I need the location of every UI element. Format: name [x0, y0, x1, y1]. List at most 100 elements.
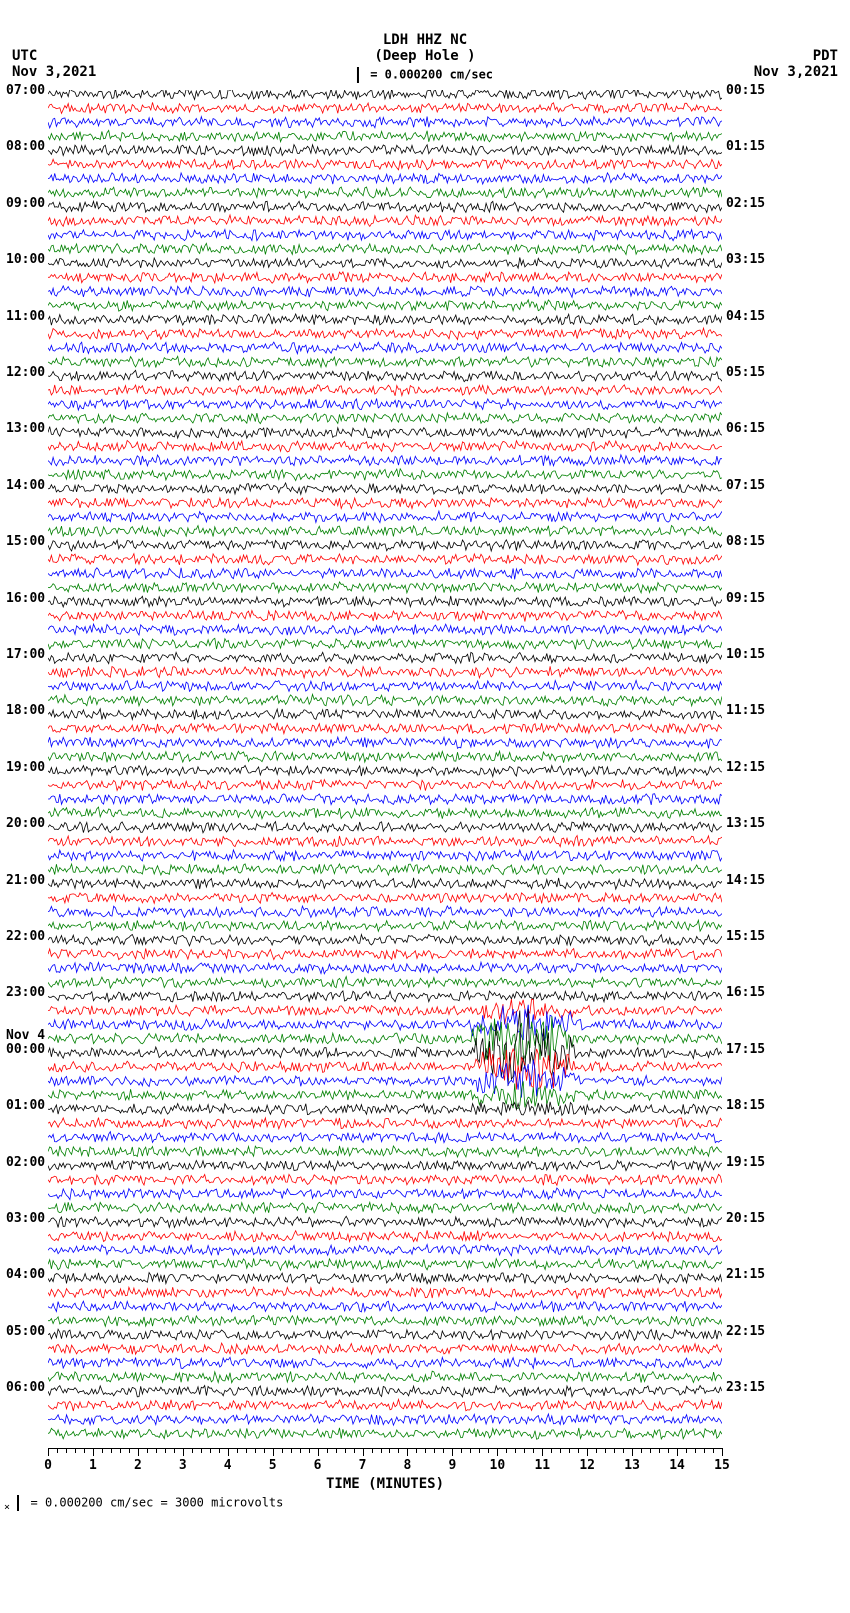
x-tick-minor — [111, 1448, 112, 1453]
x-tick-minor — [614, 1448, 615, 1453]
tz-left-label: UTC — [12, 48, 37, 64]
utc-time-label: 21:00 — [6, 873, 45, 888]
seismic-trace — [48, 822, 722, 833]
x-tick-major — [497, 1448, 498, 1456]
utc-time-label: 08:00 — [6, 139, 45, 154]
x-axis-line — [48, 1448, 722, 1449]
seismic-trace — [48, 962, 722, 974]
seismic-trace — [48, 652, 722, 663]
x-tick-major — [632, 1448, 633, 1456]
scale-indicator: = 0.000200 cm/sec — [357, 67, 493, 83]
seismic-trace — [48, 1216, 722, 1227]
utc-time-label: 15:00 — [6, 534, 45, 549]
x-tick-major — [93, 1448, 94, 1456]
x-tick-minor — [354, 1448, 355, 1453]
scale-text: = 0.000200 cm/sec — [370, 68, 493, 82]
seismic-trace — [48, 1259, 722, 1271]
seismic-trace — [48, 300, 722, 311]
utc-time-label: 19:00 — [6, 760, 45, 775]
x-tick-minor — [345, 1448, 346, 1453]
x-tick-minor — [389, 1448, 390, 1453]
seismic-trace — [48, 1202, 722, 1213]
x-tick-minor — [84, 1448, 85, 1453]
seismic-trace — [48, 272, 722, 283]
seismic-trace — [48, 469, 722, 481]
seismic-trace — [48, 893, 722, 904]
x-tick-minor — [434, 1448, 435, 1453]
x-tick-label: 2 — [134, 1458, 142, 1473]
x-tick-label: 15 — [714, 1458, 730, 1473]
pdt-time-label: 07:15 — [726, 478, 765, 493]
seismic-trace — [48, 568, 722, 580]
x-tick-minor — [129, 1448, 130, 1453]
x-tick-minor — [174, 1448, 175, 1453]
seismic-trace — [48, 850, 722, 861]
utc-time-label: 05:00 — [6, 1324, 45, 1339]
seismic-trace — [48, 1174, 722, 1185]
x-tick-minor — [506, 1448, 507, 1453]
x-tick-minor — [264, 1448, 265, 1453]
pdt-time-label: 12:15 — [726, 760, 765, 775]
x-tick-minor — [560, 1448, 561, 1453]
x-tick-major — [407, 1448, 408, 1456]
x-tick-minor — [443, 1448, 444, 1453]
seismic-trace — [48, 1287, 722, 1298]
utc-time-label: 02:00 — [6, 1155, 45, 1170]
seismic-trace — [48, 1132, 722, 1143]
x-tick-label: 7 — [359, 1458, 367, 1473]
seismic-trace — [48, 906, 722, 918]
x-tick-minor — [165, 1448, 166, 1453]
pdt-time-label: 04:15 — [726, 309, 765, 324]
pdt-time-label: 20:15 — [726, 1211, 765, 1226]
x-tick-major — [677, 1448, 678, 1456]
x-tick-minor — [461, 1448, 462, 1453]
x-tick-label: 12 — [579, 1458, 595, 1473]
x-tick-label: 3 — [179, 1458, 187, 1473]
tz-right-label: PDT — [813, 48, 838, 64]
seismic-trace — [48, 1273, 722, 1284]
seismic-trace — [48, 286, 722, 297]
x-tick-label: 6 — [314, 1458, 322, 1473]
seismic-trace — [48, 1160, 722, 1171]
seismic-trace — [48, 596, 722, 607]
x-tick-minor — [300, 1448, 301, 1453]
seismogram-plot — [48, 90, 722, 1448]
x-tick-label: 5 — [269, 1458, 277, 1473]
seismic-trace — [48, 935, 722, 946]
pdt-time-label: 14:15 — [726, 873, 765, 888]
x-tick-minor — [668, 1448, 669, 1453]
pdt-time-label: 13:15 — [726, 816, 765, 831]
pdt-time-label: 09:15 — [726, 591, 765, 606]
x-tick-minor — [309, 1448, 310, 1453]
x-tick-minor — [650, 1448, 651, 1453]
footer-scale-bar-icon — [17, 1495, 19, 1511]
seismic-trace — [48, 1343, 722, 1354]
pdt-time-label: 18:15 — [726, 1098, 765, 1113]
x-tick-minor — [398, 1448, 399, 1453]
pdt-time-label: 15:15 — [726, 929, 765, 944]
x-tick-minor — [416, 1448, 417, 1453]
x-tick-minor — [641, 1448, 642, 1453]
seismic-trace — [48, 159, 722, 170]
footer-scale: × = 0.000200 cm/sec = 3000 microvolts — [4, 1495, 283, 1513]
x-tick-minor — [237, 1448, 238, 1453]
pdt-time-label: 23:15 — [726, 1380, 765, 1395]
x-tick-minor — [120, 1448, 121, 1453]
x-tick-minor — [201, 1448, 202, 1453]
seismic-trace — [48, 215, 722, 226]
station-title: LDH HHZ NC — [383, 32, 467, 48]
seismic-trace — [48, 1301, 722, 1312]
x-tick-minor — [695, 1448, 696, 1453]
seismic-trace — [48, 737, 722, 749]
footer-text: = 0.000200 cm/sec = 3000 microvolts — [31, 1496, 284, 1510]
seismic-trace — [48, 441, 722, 453]
seismic-trace — [48, 356, 722, 367]
seismic-trace — [48, 694, 722, 706]
x-tick-minor — [596, 1448, 597, 1453]
x-tick-minor — [569, 1448, 570, 1453]
x-tick-major — [48, 1448, 49, 1456]
seismic-trace — [48, 130, 722, 141]
x-tick-minor — [219, 1448, 220, 1453]
x-tick-label: 11 — [534, 1458, 550, 1473]
pdt-time-label: 10:15 — [726, 647, 765, 662]
